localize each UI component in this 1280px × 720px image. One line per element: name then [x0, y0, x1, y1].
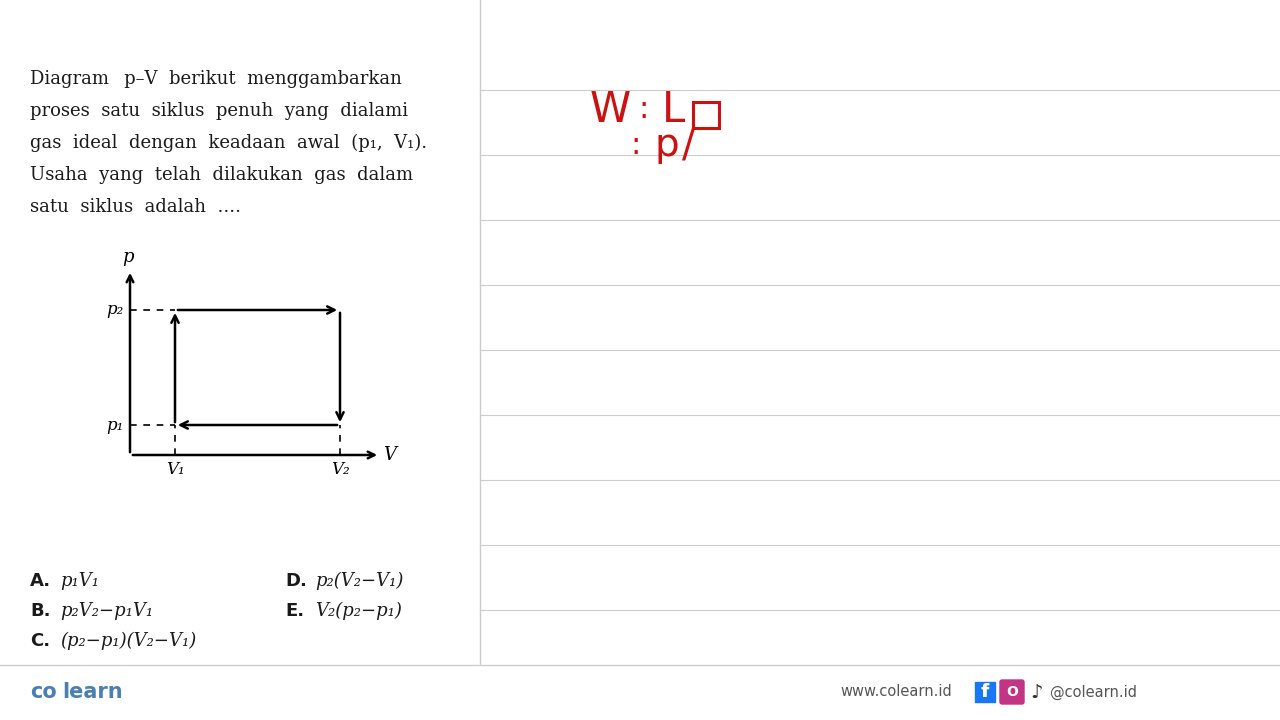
Text: @colearn.id: @colearn.id: [1050, 685, 1137, 700]
FancyBboxPatch shape: [1000, 680, 1024, 704]
Text: Usaha  yang  telah  dilakukan  gas  dalam: Usaha yang telah dilakukan gas dalam: [29, 166, 413, 184]
Text: f: f: [982, 683, 988, 701]
Text: gas  ideal  dengan  keadaan  awal  (p₁,  V₁).: gas ideal dengan keadaan awal (p₁, V₁).: [29, 134, 428, 152]
Text: p₁V₁: p₁V₁: [60, 572, 99, 590]
Text: D.: D.: [285, 572, 307, 590]
Text: /: /: [682, 126, 695, 164]
Text: O: O: [1006, 685, 1018, 699]
Text: V₁: V₁: [165, 461, 184, 478]
Text: p: p: [655, 126, 680, 164]
Text: E.: E.: [285, 602, 305, 620]
Text: W: W: [590, 89, 631, 131]
Text: Diagram   p–V  berikut  menggambarkan: Diagram p–V berikut menggambarkan: [29, 70, 402, 88]
Text: p₂: p₂: [106, 302, 124, 318]
Text: ♪: ♪: [1030, 683, 1042, 701]
Text: (p₂−p₁)(V₂−V₁): (p₂−p₁)(V₂−V₁): [60, 632, 196, 650]
Text: C.: C.: [29, 632, 50, 650]
Bar: [692, 102, 719, 128]
Text: V₂(p₂−p₁): V₂(p₂−p₁): [315, 602, 402, 620]
Text: p₂(V₂−V₁): p₂(V₂−V₁): [315, 572, 403, 590]
Text: p₂V₂−p₁V₁: p₂V₂−p₁V₁: [60, 602, 154, 620]
Text: p₁: p₁: [106, 416, 124, 433]
Text: B.: B.: [29, 602, 50, 620]
Text: learn: learn: [61, 682, 123, 702]
Text: V: V: [383, 446, 396, 464]
Text: V₂: V₂: [330, 461, 349, 478]
Text: satu  siklus  adalah  ....: satu siklus adalah ....: [29, 198, 241, 216]
Text: :: :: [637, 96, 648, 125]
Text: A.: A.: [29, 572, 51, 590]
Bar: [975, 682, 995, 702]
Text: p: p: [123, 248, 133, 266]
Text: proses  satu  siklus  penuh  yang  dialami: proses satu siklus penuh yang dialami: [29, 102, 408, 120]
Bar: [0, 665, 1280, 720]
Text: L: L: [662, 89, 685, 131]
Text: f: f: [980, 683, 989, 701]
Text: www.colearn.id: www.colearn.id: [840, 685, 952, 700]
Text: :: :: [630, 130, 640, 160]
Text: co: co: [29, 682, 56, 702]
